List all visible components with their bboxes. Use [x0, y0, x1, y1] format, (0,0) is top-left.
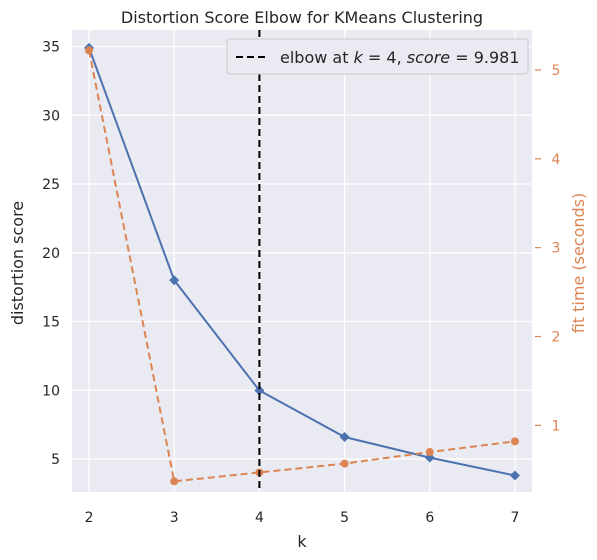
legend-box: [226, 38, 529, 75]
x-tick-label: 6: [425, 510, 434, 526]
fit_time-line: [88, 50, 516, 483]
x-tick-label: 3: [170, 510, 179, 526]
fit_time-point: [170, 477, 179, 486]
y-tick-label: 30: [42, 108, 60, 124]
y2-tick-label: 2: [552, 330, 561, 346]
series-lines: [84, 30, 520, 492]
distortion-line: [88, 47, 516, 477]
y2-tick-label: 4: [552, 152, 561, 168]
fit_time-point: [85, 46, 94, 55]
distortion-point: [509, 470, 520, 481]
y-tick-label: 10: [42, 383, 60, 399]
y-axis-title: distortion score: [8, 201, 27, 325]
y2-tick-label: 3: [552, 241, 561, 257]
distortion-point: [339, 432, 350, 442]
x-tick-label: 2: [85, 510, 94, 526]
x-tick-label: 4: [255, 510, 264, 526]
x-tick-label: 7: [511, 510, 520, 526]
y-tick-label: 5: [51, 452, 60, 468]
distortion-point: [169, 275, 180, 286]
legend-elbow-label: elbow at k = 4, score = 9.981: [280, 48, 520, 67]
fit_time-point: [510, 437, 519, 446]
y-tick-label: 15: [42, 315, 60, 331]
y2-tick-label: 5: [552, 63, 561, 79]
fit_time-point: [425, 448, 434, 457]
y-tick-label: 35: [42, 40, 60, 56]
fit_time-point: [340, 459, 349, 468]
plot-background: [72, 30, 532, 492]
x-tick-label: 5: [340, 510, 349, 526]
x-axis-title: k: [297, 532, 307, 551]
legend: elbow at k = 4, score = 9.981: [226, 38, 529, 75]
distortion-point: [254, 385, 265, 396]
chart-title: Distortion Score Elbow for KMeans Cluste…: [121, 8, 483, 27]
y2-tick-label: 1: [552, 418, 561, 434]
tick-labels: 2 3 4 5 6 7 5 10 15 20 25 30 35 1 2 3 4 5: [42, 40, 560, 527]
y-tick-label: 25: [42, 177, 60, 193]
y2-axis-title: fit time (seconds): [569, 193, 588, 334]
y-tick-label: 20: [42, 246, 60, 262]
